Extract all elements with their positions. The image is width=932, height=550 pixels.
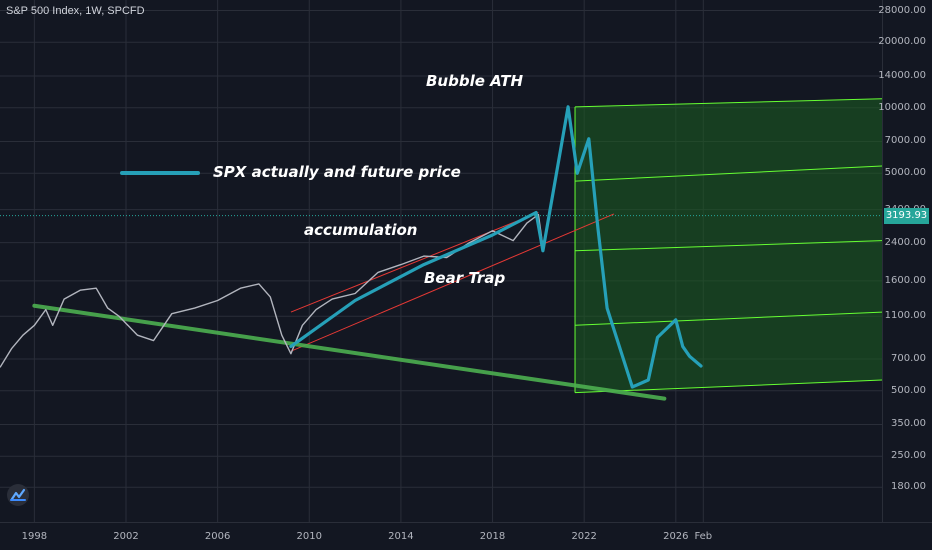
price-tick-label: 350.00 bbox=[891, 418, 926, 430]
time-tick-label: Feb bbox=[694, 531, 713, 542]
symbol-title[interactable]: S&P 500 Index, 1W, SPCFD bbox=[6, 5, 145, 17]
projection-series bbox=[289, 105, 703, 389]
time-tick-label: 2022 bbox=[571, 531, 597, 542]
annotation-accumulation: accumulation bbox=[304, 221, 418, 239]
projection-zone-line bbox=[574, 311, 882, 326]
time-tick-label: 2018 bbox=[479, 531, 506, 542]
price-tick-label: 1600.00 bbox=[884, 274, 926, 286]
price-tick-label: 10000.00 bbox=[878, 101, 926, 113]
projection-zone-line bbox=[575, 98, 882, 108]
time-tick-label: 2006 bbox=[204, 531, 231, 542]
support-trendline bbox=[32, 303, 667, 401]
legend-text: SPX actually and future price bbox=[213, 163, 461, 181]
time-tick-label: 2010 bbox=[296, 531, 322, 542]
red-channel bbox=[290, 212, 615, 352]
projection-zone-line bbox=[574, 379, 882, 394]
price-tick-label: 500.00 bbox=[891, 384, 926, 396]
annotation-bear-trap: Bear Trap bbox=[424, 269, 506, 287]
price-tick-label: 7000.00 bbox=[884, 135, 926, 147]
price-tick-label: 28000.00 bbox=[878, 4, 926, 16]
price-tick-label: 180.00 bbox=[891, 481, 926, 493]
chart-canvas[interactable] bbox=[0, 0, 882, 522]
price-tick-label: 2400.00 bbox=[884, 236, 926, 248]
price-series-line bbox=[0, 213, 544, 368]
red-channel-lower bbox=[290, 213, 615, 352]
price-axis-divider bbox=[882, 0, 883, 522]
last-price-badge: 3193.93 bbox=[884, 207, 929, 224]
projection-series-line bbox=[289, 105, 703, 389]
price-tick-label: 250.00 bbox=[891, 450, 926, 462]
chart-plot-area[interactable] bbox=[0, 0, 882, 522]
tradingview-logo[interactable] bbox=[7, 484, 29, 506]
time-tick-label: 2014 bbox=[388, 531, 414, 542]
price-tick-label: 1100.00 bbox=[884, 310, 926, 322]
annotation-bubble-ath: Bubble ATH bbox=[426, 72, 524, 90]
price-tick-label: 20000.00 bbox=[878, 36, 926, 48]
price-tick-label: 14000.00 bbox=[878, 69, 926, 81]
price-tick-label: 700.00 bbox=[891, 352, 926, 364]
time-tick-label: 2002 bbox=[113, 531, 139, 542]
projection-zone bbox=[574, 98, 882, 394]
red-channel-upper bbox=[290, 212, 539, 313]
time-tick-label: 1998 bbox=[21, 531, 48, 542]
price-series bbox=[0, 213, 544, 368]
logo-icon bbox=[10, 488, 26, 501]
time-axis-divider bbox=[0, 522, 932, 523]
projection-zone-line bbox=[575, 240, 882, 252]
price-tick-label: 5000.00 bbox=[884, 167, 926, 179]
support-trendline-line bbox=[32, 303, 667, 401]
projection-zone-line bbox=[574, 165, 882, 182]
time-tick-label: 2026 bbox=[663, 531, 689, 542]
